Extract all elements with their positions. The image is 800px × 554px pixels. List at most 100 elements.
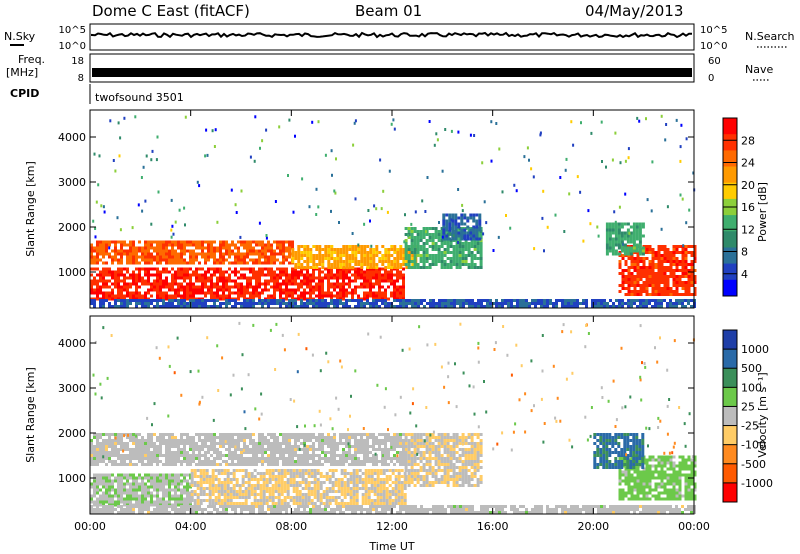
heatmap-cell-0-3: [410, 245, 414, 248]
heatmap-cell-0-0: [303, 279, 306, 283]
heatmap-cell-0-1: [174, 261, 177, 265]
heatmap-cell-1-3: [108, 439, 111, 442]
heatmap-cell-1-0: [168, 488, 171, 492]
heatmap-cell-1-2: [467, 460, 471, 463]
heatmap-cell-1-1: [400, 484, 404, 487]
heatmap-cell-0-0: [231, 270, 234, 274]
heatmap-cell-0-0: [93, 288, 96, 292]
heatmap-cell-1-1: [226, 484, 230, 487]
heatmap-cell-0-1: [162, 258, 165, 262]
heatmap-cell-1-1: [403, 502, 407, 505]
heatmap-cell-1-0: [177, 485, 180, 489]
heatmap-cell-0-0: [171, 267, 174, 271]
heatmap-cell-0-5: [690, 245, 694, 248]
heatmap-cell-0-0: [369, 291, 372, 295]
heatmap-cell-1-1: [190, 499, 194, 502]
heatmap-cell-0-0: [177, 276, 180, 280]
heatmap-cell-0-0: [309, 282, 312, 286]
heatmap-cell-0-7: [609, 305, 612, 308]
colorbar-tick-label: 8: [741, 246, 748, 259]
scatter-echo-0: [170, 228, 173, 232]
heatmap-cell-0-0: [321, 294, 324, 298]
heatmap-cell-0-1: [177, 243, 180, 247]
heatmap-cell-1-3: [144, 457, 147, 460]
scatter-echo-0: [483, 200, 486, 204]
heatmap-cell-0-6: [617, 237, 621, 241]
heatmap-cell-0-7: [360, 302, 363, 305]
heatmap-cell-0-0: [102, 267, 105, 271]
scatter-echo-0: [363, 222, 366, 226]
heatmap-cell-1-0: [180, 494, 183, 498]
heatmap-cell-1-2: [422, 475, 426, 478]
heatmap-cell-0-7: [141, 302, 144, 305]
power-heatmap-cells: [90, 114, 697, 308]
heatmap-cell-1-1: [364, 499, 368, 502]
heatmap-cell-0-0: [219, 294, 222, 298]
heatmap-cell-1-1: [313, 502, 317, 505]
heatmap-cell-1-1: [283, 484, 287, 487]
heatmap-cell-0-1: [165, 243, 168, 247]
heatmap-cell-1-2: [431, 436, 435, 439]
scatter-echo-0: [386, 210, 389, 214]
heatmap-cell-1-1: [373, 493, 377, 496]
heatmap-cell-0-0: [279, 294, 282, 298]
heatmap-cell-0-7: [507, 305, 510, 308]
heatmap-cell-0-7: [384, 302, 387, 305]
heatmap-cell-1-3: [150, 451, 153, 454]
heatmap-cell-0-0: [213, 282, 216, 286]
heatmap-cell-0-4: [448, 237, 452, 241]
heatmap-cell-1-1: [373, 487, 377, 490]
heatmap-cell-0-3: [479, 260, 483, 263]
heatmap-cell-0-2: [396, 248, 400, 251]
heatmap-cell-0-0: [279, 288, 282, 292]
heatmap-cell-0-7: [474, 305, 477, 308]
heatmap-cell-0-3: [473, 254, 477, 257]
heatmap-cell-0-3: [437, 248, 441, 251]
heatmap-cell-1-2: [479, 454, 483, 457]
heatmap-cell-0-2: [297, 254, 301, 257]
heatmap-cell-1-1: [280, 487, 284, 490]
heatmap-cell-1-1: [364, 475, 368, 478]
heatmap-cell-1-3: [186, 442, 189, 445]
heatmap-cell-1-1: [355, 472, 359, 475]
scatter-echo-0: [414, 210, 417, 214]
heatmap-cell-0-1: [207, 246, 210, 250]
heatmap-cell-1-2: [446, 460, 450, 463]
heatmap-cell-0-1: [159, 255, 162, 259]
heatmap-cell-0-0: [123, 273, 126, 277]
heatmap-cell-0-2: [348, 263, 352, 266]
heatmap-cell-1-3: [165, 451, 168, 454]
heatmap-cell-1-1: [235, 469, 239, 472]
heatmap-cell-0-0: [276, 285, 279, 289]
heatmap-cell-0-0: [183, 288, 186, 292]
heatmap-cell-0-1: [147, 249, 150, 253]
heatmap-cell-1-2: [446, 448, 450, 451]
heatmap-cell-0-5: [630, 293, 634, 296]
heatmap-cell-0-1: [168, 252, 171, 256]
heatmap-cell-0-6: [614, 243, 618, 247]
heatmap-cell-0-3: [461, 257, 465, 260]
heatmap-cell-0-3: [467, 248, 471, 251]
heatmap-cell-0-7: [222, 302, 225, 305]
scatter-echo-0: [564, 168, 567, 172]
heatmap-cell-1-1: [265, 469, 269, 472]
heatmap-cell-1-2: [464, 478, 468, 481]
heatmap-cell-1-2: [443, 457, 447, 460]
heatmap-cell-0-7: [357, 305, 360, 308]
heatmap-cell-0-1: [117, 261, 120, 265]
scatter-echo-0: [426, 176, 429, 179]
heatmap-cell-0-7: [633, 302, 636, 305]
heatmap-cell-1-0: [138, 482, 141, 486]
heatmap-cell-1-1: [391, 502, 395, 505]
heatmap-cell-1-1: [301, 496, 305, 499]
heatmap-cell-0-7: [90, 299, 93, 302]
heatmap-cell-1-2: [458, 457, 462, 460]
heatmap-cell-1-1: [256, 499, 260, 502]
heatmap-cell-0-5: [687, 281, 691, 284]
heatmap-cell-1-1: [241, 496, 245, 499]
heatmap-cell-0-7: [492, 302, 495, 305]
heatmap-cell-0-4: [472, 213, 476, 217]
heatmap-cell-0-3: [404, 263, 408, 266]
scatter-echo-0: [473, 134, 476, 137]
heatmap-cell-0-0: [96, 273, 99, 277]
